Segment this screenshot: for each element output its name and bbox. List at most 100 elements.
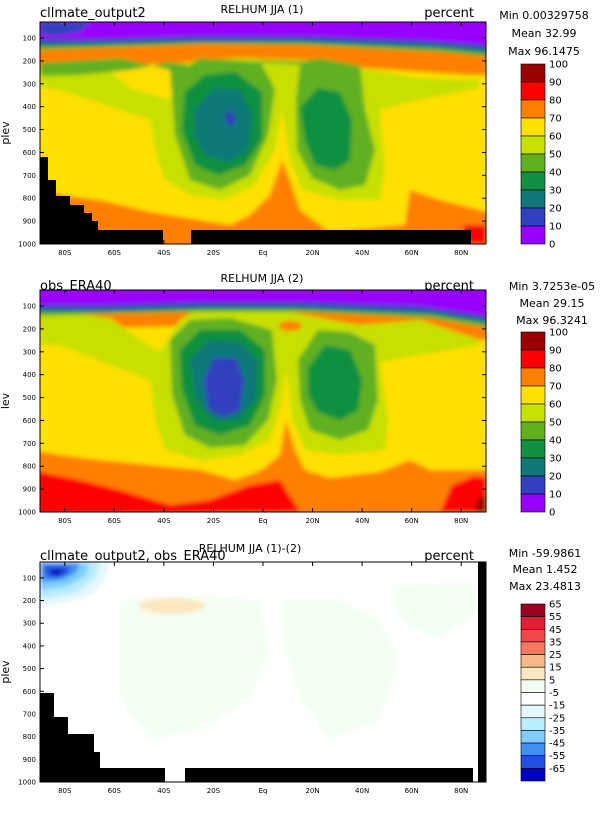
- panel-3-band-pos5-s: [120, 595, 270, 740]
- x-tick-label: 60S: [108, 249, 122, 257]
- x-tick-label: 60S: [108, 517, 122, 525]
- y-tick-label: 700: [23, 440, 36, 448]
- x-tick-label: 60N: [405, 517, 419, 525]
- panel-3-topography-south: [40, 693, 165, 782]
- colorbar-swatch: [520, 63, 546, 83]
- x-tick-label: 80N: [454, 249, 468, 257]
- colorbar-label: 45: [549, 625, 562, 636]
- colorbar-label: 70: [549, 114, 562, 125]
- x-tick-label: 40N: [355, 787, 369, 795]
- panel-1-ylabel: plev: [0, 121, 12, 145]
- y-tick-label: 300: [23, 620, 36, 628]
- colorbar-label: 30: [549, 186, 562, 197]
- colorbar-label: 55: [549, 612, 562, 623]
- x-tick-label: 20N: [305, 787, 319, 795]
- y-tick-label: 1000: [18, 779, 36, 787]
- panel-2-band-90-north: [474, 494, 486, 512]
- colorbar-swatch: [520, 475, 546, 495]
- colorbar-swatch: [520, 99, 546, 119]
- y-tick-label: 1000: [18, 509, 36, 517]
- y-tick-label: 900: [23, 486, 36, 494]
- y-tick-label: 600: [23, 149, 36, 157]
- panel-1-units: percent: [424, 6, 474, 21]
- panel-3-stat-mean: Mean 1.452: [513, 563, 578, 576]
- x-tick-label: 40S: [157, 517, 171, 525]
- panel-1-stat-max: Max 96.1475: [508, 45, 580, 58]
- colorbar-swatch: [520, 349, 546, 369]
- colorbar-label: 40: [549, 436, 562, 447]
- colorbar-swatch: [520, 367, 546, 387]
- colorbar-label: 30: [549, 454, 562, 465]
- panel-2-axes: 80S 60S 40S 20S Eq 20N 40N 60N 80N 100 200 300 400 50…: [18, 290, 486, 525]
- colorbar-label: 80: [549, 96, 562, 107]
- colorbar-label: 50: [549, 418, 562, 429]
- panel-2-field: [40, 290, 486, 512]
- x-tick-label: Eq: [259, 787, 268, 795]
- panel-2-stat-min: Min 3.7253e-05: [509, 280, 595, 293]
- x-tick-label: Eq: [259, 517, 268, 525]
- x-tick-label: 80S: [58, 517, 72, 525]
- colorbar-swatch: [520, 385, 546, 405]
- x-tick-label: 60S: [108, 787, 122, 795]
- panel-2-ylabel: lev: [0, 392, 12, 409]
- colorbar-label: -55: [549, 751, 565, 762]
- colorbar-swatch: [520, 692, 546, 706]
- panel-1-case-label: cllmate_output2: [40, 6, 146, 21]
- panel-3-axes: 80S 60S 40S 20S Eq 20N 40N 60N 80N 100 200 300 400 50…: [18, 562, 486, 795]
- y-tick-label: 800: [23, 733, 36, 741]
- colorbar-swatch: [520, 457, 546, 477]
- colorbar-label: 20: [549, 204, 562, 215]
- colorbar-label: 90: [549, 346, 562, 357]
- colorbar-label: -15: [549, 701, 565, 712]
- colorbar-label: 35: [549, 637, 562, 648]
- x-tick-label: 80S: [58, 787, 72, 795]
- y-tick-label: 200: [23, 597, 36, 605]
- y-tick-label: 900: [23, 756, 36, 764]
- panel-3-ylabel: plev: [0, 660, 12, 684]
- panel-2: obs_ERA40 RELHUM JJA (2) percent Min 3.7…: [0, 272, 595, 525]
- colorbar-label: 10: [549, 222, 562, 233]
- colorbar-swatch: [520, 153, 546, 173]
- colorbar-swatch: [520, 666, 546, 681]
- panel-1-title: RELHUM JJA (1): [221, 3, 304, 16]
- panel-3-stat-min: Min -59.9861: [509, 547, 581, 560]
- panel-1-band-10-core: [224, 110, 236, 128]
- y-tick-label: 400: [23, 103, 36, 111]
- colorbar-swatch: [520, 616, 546, 630]
- colorbar-swatch: [520, 117, 546, 137]
- panel-3-title: RELHUM JJA (1)-(2): [199, 542, 301, 555]
- x-tick-label: 80N: [454, 517, 468, 525]
- colorbar-swatch: [520, 493, 546, 513]
- panel-1-band-0-top: [40, 22, 486, 45]
- colorbar-label: 25: [549, 650, 562, 661]
- colorbar-swatch: [520, 603, 546, 617]
- panel-3-field: [40, 562, 486, 782]
- colorbar-label: 0: [549, 240, 555, 251]
- colorbar-label: -25: [549, 713, 565, 724]
- x-tick-label: 60N: [405, 787, 419, 795]
- colorbar-swatch: [520, 421, 546, 441]
- y-tick-label: 100: [23, 303, 36, 311]
- panel-2-title: RELHUM JJA (2): [221, 272, 304, 285]
- colorbar-swatch: [520, 628, 546, 643]
- y-tick-label: 1000: [18, 241, 36, 249]
- panel-1-stat-min: Min 0.00329758: [499, 9, 589, 22]
- colorbar-swatch: [520, 768, 546, 782]
- colorbar-label: 15: [549, 663, 562, 674]
- x-tick-label: 40N: [355, 249, 369, 257]
- colorbar-label: 60: [549, 132, 562, 143]
- colorbar-swatch: [520, 81, 546, 101]
- y-tick-label: 400: [23, 642, 36, 650]
- colorbar-swatch: [520, 331, 546, 351]
- colorbar-label: 0: [549, 508, 555, 519]
- colorbar-label: 80: [549, 364, 562, 375]
- colorbar-label: -35: [549, 726, 565, 737]
- x-tick-label: 80S: [58, 249, 72, 257]
- panel-3-band-pos5-ne: [390, 582, 480, 640]
- y-tick-label: 700: [23, 172, 36, 180]
- x-tick-label: 40N: [355, 517, 369, 525]
- x-tick-label: 20S: [207, 787, 221, 795]
- colorbar-swatch: [520, 189, 546, 209]
